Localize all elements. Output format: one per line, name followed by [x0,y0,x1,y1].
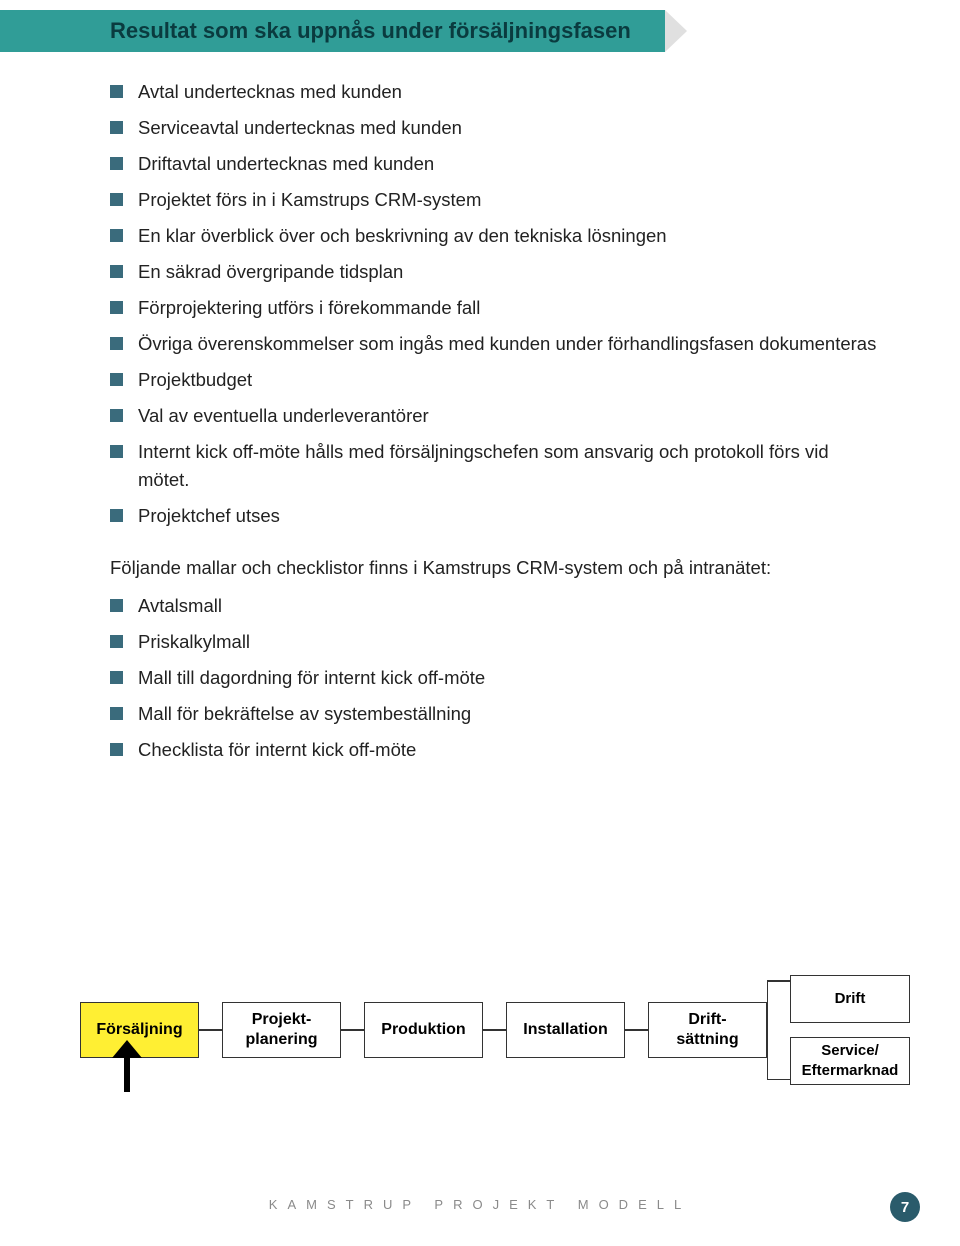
flow-connector [199,1029,222,1031]
flow-end-column: Drift Service/ Eftermarknad [790,975,910,1085]
flow-node-service-eftermarknad: Service/ Eftermarknad [790,1037,910,1085]
list-item: Förprojektering utförs i förekommande fa… [110,294,880,322]
flow-node-driftsattning: Drift- sättning [648,1002,767,1058]
flow-connector [341,1029,364,1031]
list-item: Priskalkylmall [110,628,880,656]
page-title: Resultat som ska uppnås under försäljnin… [0,10,665,52]
results-list: Avtal undertecknas med kunden Serviceavt… [110,78,880,530]
list-item: Checklista för internt kick off-möte [110,736,880,764]
footer-text: KAMSTRUP PROJEKT MODELL [0,1197,960,1212]
banner-chevron-icon [665,10,687,52]
list-item: Projektet förs in i Kamstrups CRM-system [110,186,880,214]
list-item: Övriga överenskommelser som ingås med ku… [110,330,880,358]
flow-node-produktion: Produktion [364,1002,483,1058]
list-item: Mall till dagordning för internt kick of… [110,664,880,692]
templates-list: Avtalsmall Priskalkylmall Mall till dago… [110,592,880,764]
header-banner-row: Resultat som ska uppnås under försäljnin… [0,10,960,60]
flow-connector [625,1029,648,1031]
current-phase-arrow-icon [112,1040,142,1092]
process-flowchart: Försäljning Projekt- planering Produktio… [80,970,910,1090]
flow-branch-connector [767,970,790,1090]
page-root: Resultat som ska uppnås under försäljnin… [0,10,960,1246]
flow-connector [483,1029,506,1031]
list-item: En säkrad övergripande tidsplan [110,258,880,286]
flow-node-installation: Installation [506,1002,625,1058]
flow-node-projektplanering: Projekt- planering [222,1002,341,1058]
list-item: Avtalsmall [110,592,880,620]
list-item: Avtal undertecknas med kunden [110,78,880,106]
list-item: Projektbudget [110,366,880,394]
templates-intro: Följande mallar och checklistor finns i … [110,554,880,582]
list-item: Val av eventuella underleverantörer [110,402,880,430]
page-number-badge: 7 [890,1192,920,1222]
list-item: Mall för bekräftelse av systembeställnin… [110,700,880,728]
list-item: Driftavtal undertecknas med kunden [110,150,880,178]
list-item: Internt kick off-möte hålls med försäljn… [110,438,880,494]
content-area: Avtal undertecknas med kunden Serviceavt… [0,60,960,764]
list-item: Projektchef utses [110,502,880,530]
list-item: Serviceavtal undertecknas med kunden [110,114,880,142]
list-item: En klar överblick över och beskrivning a… [110,222,880,250]
flow-node-drift: Drift [790,975,910,1023]
